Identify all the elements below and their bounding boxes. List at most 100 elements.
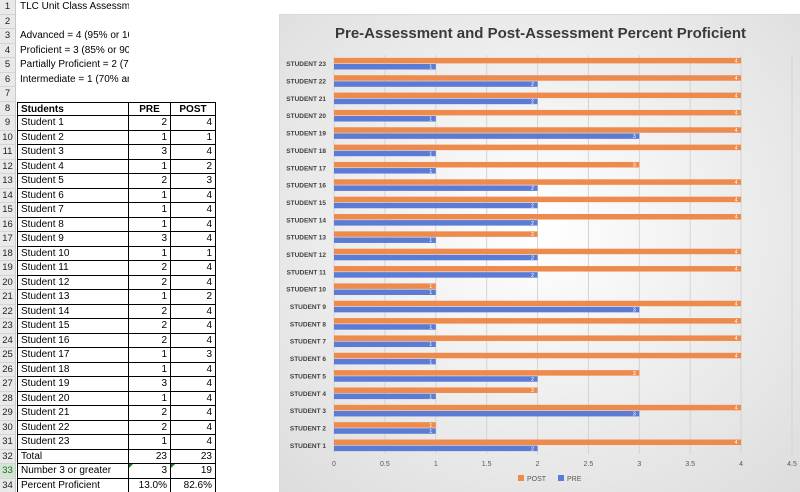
cell-a[interactable]: Student 20: [17, 391, 129, 406]
pre-bar[interactable]: [334, 116, 436, 122]
row-number[interactable]: 22: [0, 304, 16, 319]
cell-b[interactable]: 1: [129, 217, 171, 232]
sheet-row[interactable]: 32 Total 23 23: [0, 449, 278, 464]
cell-b[interactable]: [129, 0, 171, 15]
pre-bar[interactable]: [334, 341, 436, 348]
cell-a[interactable]: Student 4: [17, 159, 129, 174]
cell-b[interactable]: 2: [129, 275, 171, 290]
cell-c[interactable]: [171, 29, 216, 44]
cell-b[interactable]: 1: [129, 435, 171, 450]
pre-bar[interactable]: [334, 306, 640, 313]
sheet-row[interactable]: 26 Student 18 1 4: [0, 362, 278, 377]
cell-a[interactable]: Student 11: [17, 261, 129, 276]
cell-c[interactable]: 4: [171, 145, 216, 160]
row-number[interactable]: 28: [0, 391, 16, 406]
cell-a[interactable]: Student 1: [17, 116, 129, 131]
cell-a[interactable]: Student 16: [17, 333, 129, 348]
row-number[interactable]: 27: [0, 377, 16, 392]
cell-a[interactable]: Student 10: [17, 246, 129, 261]
cell-c[interactable]: 2: [171, 290, 216, 305]
sheet-row[interactable]: 33 Number 3 or greater 3 19: [0, 464, 278, 479]
post-bar[interactable]: [334, 422, 436, 428]
cell-a[interactable]: Number 3 or greater: [17, 464, 129, 479]
cell-b[interactable]: 2: [129, 304, 171, 319]
cell-c[interactable]: 1: [171, 130, 216, 145]
pre-bar[interactable]: [334, 324, 436, 330]
pre-bar[interactable]: [334, 237, 436, 243]
pre-bar[interactable]: [334, 289, 436, 295]
cell-b[interactable]: [129, 15, 171, 30]
cell-b[interactable]: 1: [129, 159, 171, 174]
pre-bar[interactable]: [334, 220, 538, 226]
sheet-row[interactable]: 1 TLC Unit Class Assessment Chart: [0, 0, 278, 15]
cell-c[interactable]: [171, 87, 216, 102]
row-number[interactable]: 16: [0, 217, 16, 232]
row-number[interactable]: 4: [0, 43, 16, 58]
cell-b[interactable]: 2: [129, 116, 171, 131]
cell-c[interactable]: [171, 58, 216, 73]
pre-bar[interactable]: [334, 445, 538, 452]
cell-c[interactable]: 4: [171, 362, 216, 377]
pre-bar[interactable]: [334, 150, 436, 157]
post-bar[interactable]: [334, 144, 742, 151]
cell-b[interactable]: 3: [129, 377, 171, 392]
cell-a[interactable]: Student 15: [17, 319, 129, 334]
sheet-row[interactable]: 30 Student 22 2 4: [0, 420, 278, 435]
cell-b[interactable]: 1: [129, 348, 171, 363]
cell-c[interactable]: 4: [171, 188, 216, 203]
cell-a[interactable]: Student 18: [17, 362, 129, 377]
sheet-row[interactable]: 31 Student 23 1 4: [0, 435, 278, 450]
cell-c[interactable]: [171, 44, 216, 59]
cell-c[interactable]: 4: [171, 203, 216, 218]
sheet-row[interactable]: 22 Student 14 2 4: [0, 304, 278, 319]
cell-a[interactable]: Advanced = 4 (95% or 100%): [20, 30, 129, 41]
row-number[interactable]: 33: [0, 464, 16, 479]
row-number[interactable]: 34: [0, 478, 16, 492]
cell-c[interactable]: 2: [171, 159, 216, 174]
pre-bar[interactable]: [334, 202, 538, 209]
cell-c[interactable]: 4: [171, 304, 216, 319]
pre-bar[interactable]: [334, 63, 436, 70]
cell-b[interactable]: [129, 29, 171, 44]
pre-bar[interactable]: [334, 81, 538, 87]
cell-b[interactable]: 2: [129, 261, 171, 276]
cell-b[interactable]: [129, 87, 171, 102]
cell-b[interactable]: 1: [129, 290, 171, 305]
cell-c[interactable]: 4: [171, 217, 216, 232]
cell-a[interactable]: Student 22: [17, 420, 129, 435]
cell-c[interactable]: 4: [171, 391, 216, 406]
pre-bar[interactable]: [334, 428, 436, 434]
row-number[interactable]: 10: [0, 130, 16, 145]
cell-b[interactable]: 3: [129, 464, 171, 479]
cell-b[interactable]: 3: [129, 145, 171, 160]
pre-bar[interactable]: [334, 272, 538, 278]
cell-b[interactable]: 2: [129, 319, 171, 334]
sheet-row[interactable]: 27 Student 19 3 4: [0, 377, 278, 392]
cell-b[interactable]: 23: [129, 449, 171, 464]
cell-a[interactable]: Student 3: [17, 145, 129, 160]
row-number[interactable]: 9: [0, 116, 16, 131]
post-bar[interactable]: [334, 75, 742, 81]
post-bar[interactable]: [334, 283, 436, 289]
post-bar[interactable]: [334, 161, 640, 168]
sheet-row[interactable]: 24 Student 16 2 4: [0, 333, 278, 348]
cell-a[interactable]: [17, 87, 129, 102]
cell-c[interactable]: 4: [171, 435, 216, 450]
cell-c[interactable]: 4: [171, 377, 216, 392]
post-bar[interactable]: [334, 300, 742, 307]
row-number[interactable]: 6: [0, 72, 16, 87]
cell-a[interactable]: Partially Proficient = 2 (75% or 80%): [20, 59, 129, 70]
row-number[interactable]: 20: [0, 275, 16, 290]
row-number[interactable]: 11: [0, 145, 16, 160]
cell-c[interactable]: 82.6%: [171, 478, 216, 492]
pre-bar[interactable]: [334, 254, 538, 261]
sheet-row[interactable]: 7: [0, 87, 278, 102]
post-bar[interactable]: [334, 109, 742, 116]
row-number[interactable]: 1: [0, 0, 16, 15]
cell-a[interactable]: TLC Unit Class Assessment Chart: [20, 1, 129, 12]
pre-bar[interactable]: [334, 393, 436, 400]
